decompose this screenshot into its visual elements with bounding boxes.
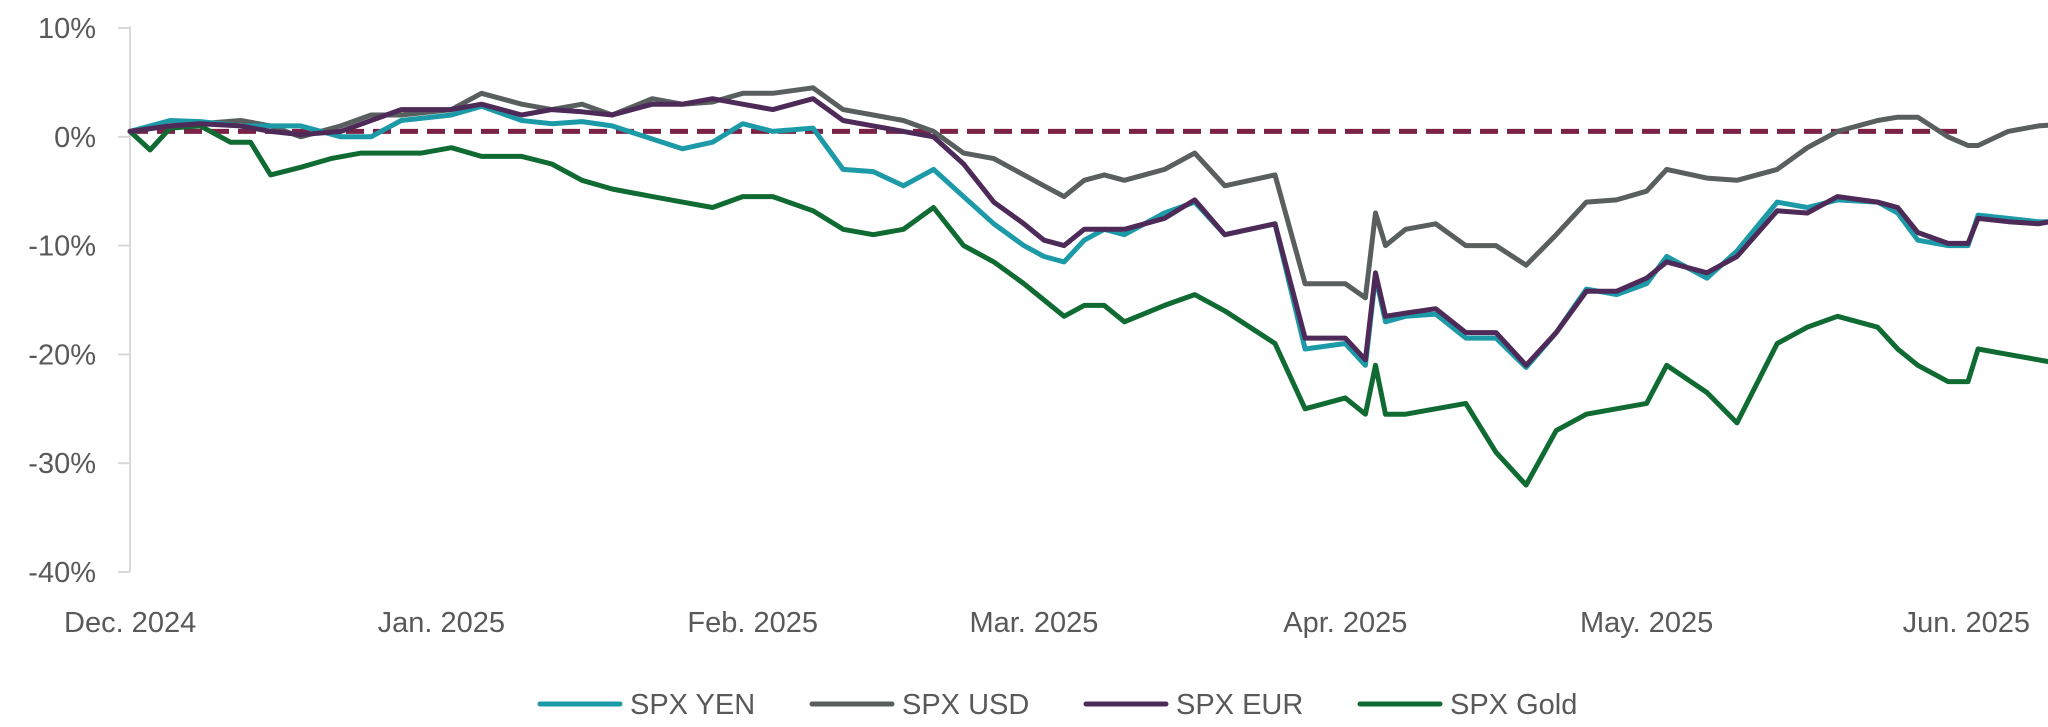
y-tick-label: -30%: [28, 448, 96, 480]
series-line-spx-eur: [127, 96, 2048, 368]
y-tick-label: 10%: [38, 13, 96, 45]
legend-item: SPX YEN: [537, 689, 755, 721]
x-tick-label: May. 2025: [1580, 607, 1713, 639]
y-tick-label: -10%: [28, 231, 96, 263]
x-tick-label: Apr. 2025: [1283, 607, 1407, 639]
legend-label: SPX USD: [902, 689, 1029, 721]
x-tick-label: Jan. 2025: [378, 607, 505, 639]
legend-label: SPX YEN: [630, 689, 755, 721]
y-tick-label: -40%: [28, 557, 96, 589]
legend-label: SPX EUR: [1176, 689, 1303, 721]
legend-item: SPX EUR: [1083, 689, 1303, 721]
legend-item: SPX Gold: [1357, 689, 1577, 721]
series-layer: [127, 85, 2048, 488]
x-tick-label: Jun. 2025: [1903, 607, 2030, 639]
series-line-spx-usd: [127, 85, 2048, 301]
series-line-spx-yen: [127, 103, 2048, 370]
axes: 10% 0% -10% -20% -30% -40% Dec. 2024 Jan. 2025 F…: [28, 13, 2030, 639]
x-tick-label: Mar. 2025: [969, 607, 1098, 639]
y-tick-label: 0%: [54, 122, 96, 154]
legend-label: SPX Gold: [1450, 689, 1577, 721]
y-tick-label: -20%: [28, 339, 96, 371]
legend-item: SPX USD: [809, 689, 1029, 721]
legend: SPX YEN SPX USD SPX EUR SPX Gold: [537, 689, 1577, 721]
x-tick-label: Feb. 2025: [687, 607, 818, 639]
series-line-spx-gold: [127, 123, 2048, 488]
x-tick-label: Dec. 2024: [64, 607, 196, 639]
